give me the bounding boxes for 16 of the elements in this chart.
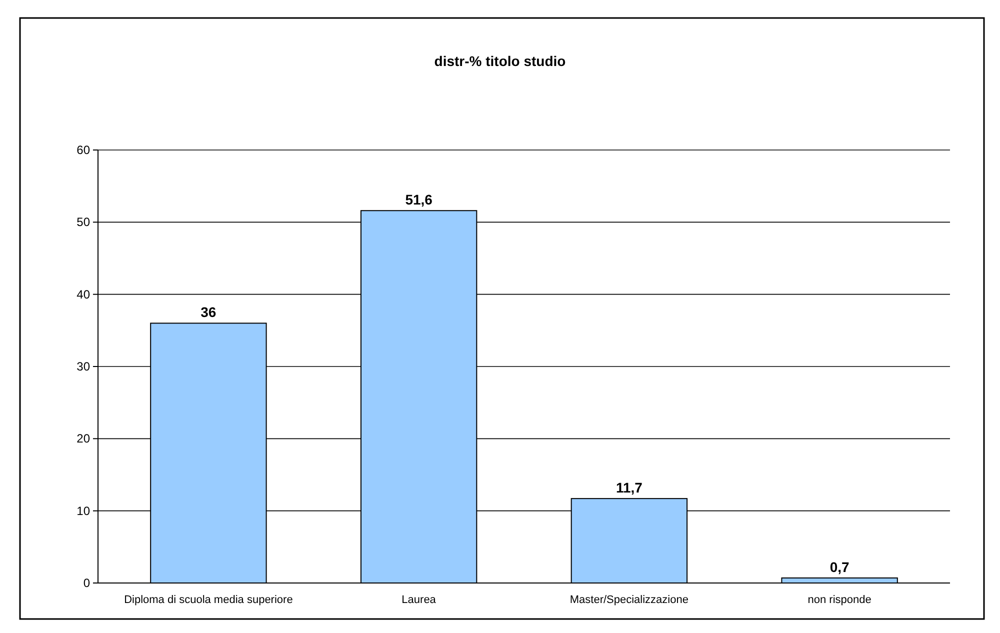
data-label: 0,7: [830, 558, 850, 575]
y-tick-label: 60: [76, 143, 90, 157]
data-label: 11,7: [616, 480, 643, 496]
data-label: 51,6: [405, 192, 433, 208]
x-tick-label: non risponde: [808, 594, 872, 606]
y-tick-label: 20: [76, 432, 90, 446]
x-tick-label: Laurea: [402, 594, 437, 606]
y-tick-label: 50: [76, 215, 90, 230]
x-tick-label: Diploma di scuola media superiore: [124, 594, 293, 606]
y-tick-label: 40: [76, 287, 90, 302]
y-tick-label: 10: [76, 504, 90, 518]
data-label: 36: [200, 304, 216, 320]
chart-title: distr-% titolo studio: [434, 53, 566, 69]
y-tick-label: 0: [83, 576, 90, 590]
x-tick-label: Master/Specializzazione: [570, 594, 688, 606]
y-tick-label: 30: [76, 360, 90, 374]
